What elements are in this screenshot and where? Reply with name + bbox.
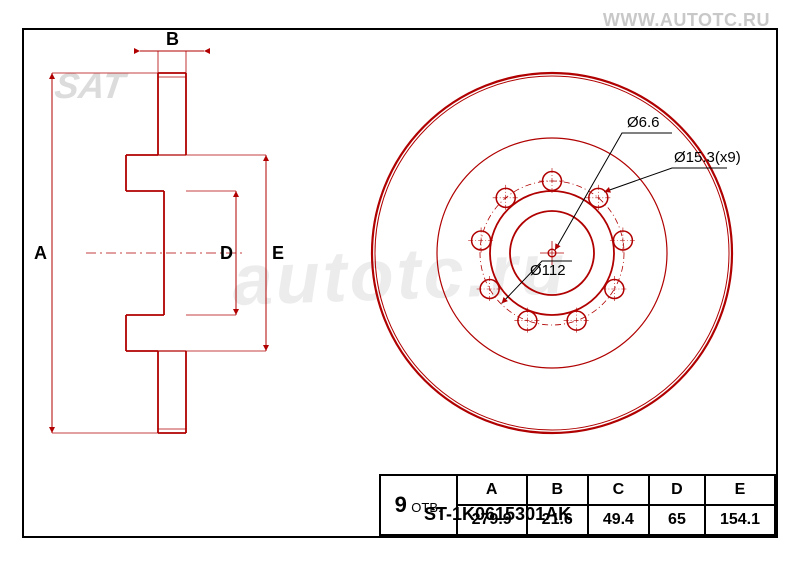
hole-count-suffix: ОТВ. [411, 500, 441, 515]
col-C: C [588, 475, 649, 505]
svg-text:D: D [220, 243, 233, 263]
front-view [372, 73, 732, 433]
front-labels: Ø6.6 Ø15.3(x9) Ø112 [502, 114, 741, 303]
col-E: E [705, 475, 775, 505]
val-A: 279.9 [457, 505, 527, 535]
col-B: B [527, 475, 588, 505]
svg-text:Ø15.3(x9): Ø15.3(x9) [674, 149, 741, 166]
svg-text:A: A [34, 243, 47, 263]
hole-count-number: 9 [395, 492, 407, 517]
hole-count-cell: 9 ОТВ. [380, 475, 457, 535]
val-D: 65 [649, 505, 705, 535]
svg-text:Ø6.6: Ø6.6 [627, 114, 660, 131]
svg-text:E: E [272, 243, 284, 263]
svg-text:Ø112: Ø112 [530, 262, 566, 279]
col-A: A [457, 475, 527, 505]
svg-text:B: B [166, 29, 179, 49]
table-row: 9 ОТВ. A B C D E [380, 475, 775, 505]
dimension-table: 9 ОТВ. A B C D E 279.9 21.6 49.4 65 154.… [379, 474, 776, 536]
val-C: 49.4 [588, 505, 649, 535]
val-E: 154.1 [705, 505, 775, 535]
side-view: A B D E [34, 29, 284, 433]
val-B: 21.6 [527, 505, 588, 535]
col-D: D [649, 475, 705, 505]
technical-drawing: ABDE Ø6.6Ø15.3(x9)Ø112 [22, 28, 778, 538]
